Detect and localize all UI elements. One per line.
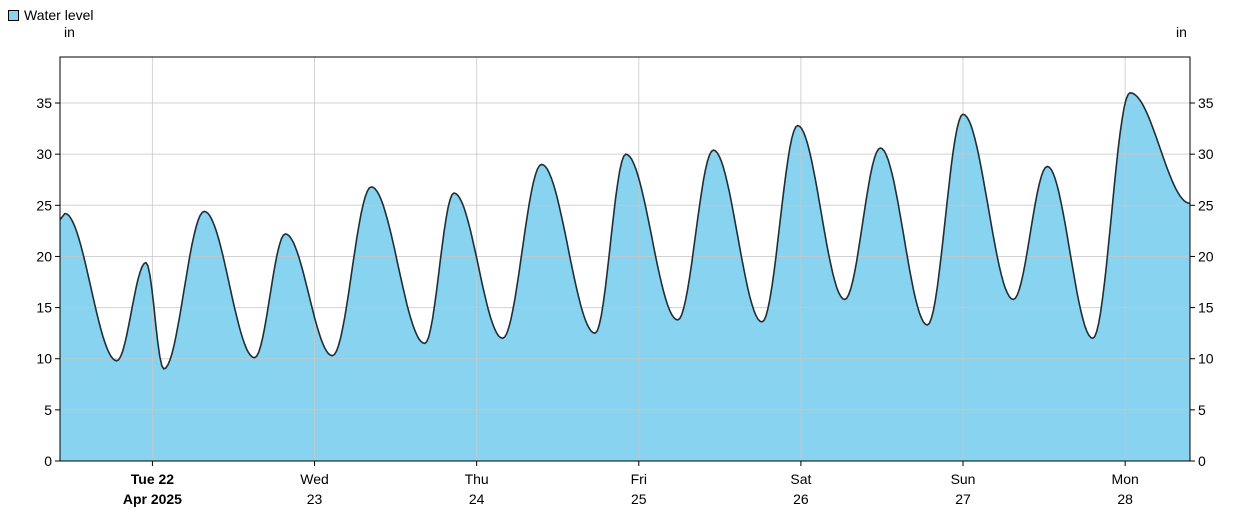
y-tick-label-right: 25 — [1198, 197, 1214, 213]
y-tick-label-right: 15 — [1198, 300, 1214, 316]
x-tick-label: Sun — [951, 471, 976, 487]
y-tick-label-left: 0 — [44, 453, 52, 469]
x-tick-label: Sat — [790, 471, 811, 487]
y-tick-label-left: 35 — [36, 95, 52, 111]
x-tick-sublabel: 23 — [307, 491, 323, 507]
water-level-area — [60, 92, 1190, 462]
y-tick-label-left: 25 — [36, 197, 52, 213]
y-tick-label-left: 10 — [36, 351, 52, 367]
y-tick-label-left: 15 — [36, 300, 52, 316]
y-tick-label-right: 30 — [1198, 146, 1214, 162]
water-level-line — [59, 92, 1191, 370]
y-tick-label-left: 5 — [44, 402, 52, 418]
x-tick-sublabel: 25 — [631, 491, 647, 507]
x-tick-label: Mon — [1112, 471, 1139, 487]
x-tick-label: Tue 22 — [131, 471, 175, 487]
y-tick-label-right: 35 — [1198, 95, 1214, 111]
y-tick-label-right: 20 — [1198, 248, 1214, 264]
x-tick-sublabel: 28 — [1117, 491, 1133, 507]
y-tick-label-right: 10 — [1198, 351, 1214, 367]
y-axis-left-unit: in — [64, 24, 75, 40]
x-tick-sublabel: 24 — [469, 491, 485, 507]
legend: Water level — [8, 7, 94, 23]
y-tick-label-right: 0 — [1198, 453, 1206, 469]
y-tick-label-left: 30 — [36, 146, 52, 162]
legend-label: Water level — [24, 7, 94, 23]
y-tick-label-left: 20 — [36, 248, 52, 264]
legend-swatch — [8, 9, 19, 21]
y-tick-label-right: 5 — [1198, 402, 1206, 418]
x-tick-sublabel: 27 — [955, 491, 971, 507]
x-tick-sublabel: 26 — [793, 491, 809, 507]
x-tick-label: Thu — [465, 471, 489, 487]
x-tick-label: Wed — [300, 471, 329, 487]
x-tick-sublabel: Apr 2025 — [123, 491, 182, 507]
plot-frame — [59, 56, 1191, 462]
x-tick-label: Fri — [631, 471, 647, 487]
y-axis-right-unit: in — [1176, 24, 1187, 40]
